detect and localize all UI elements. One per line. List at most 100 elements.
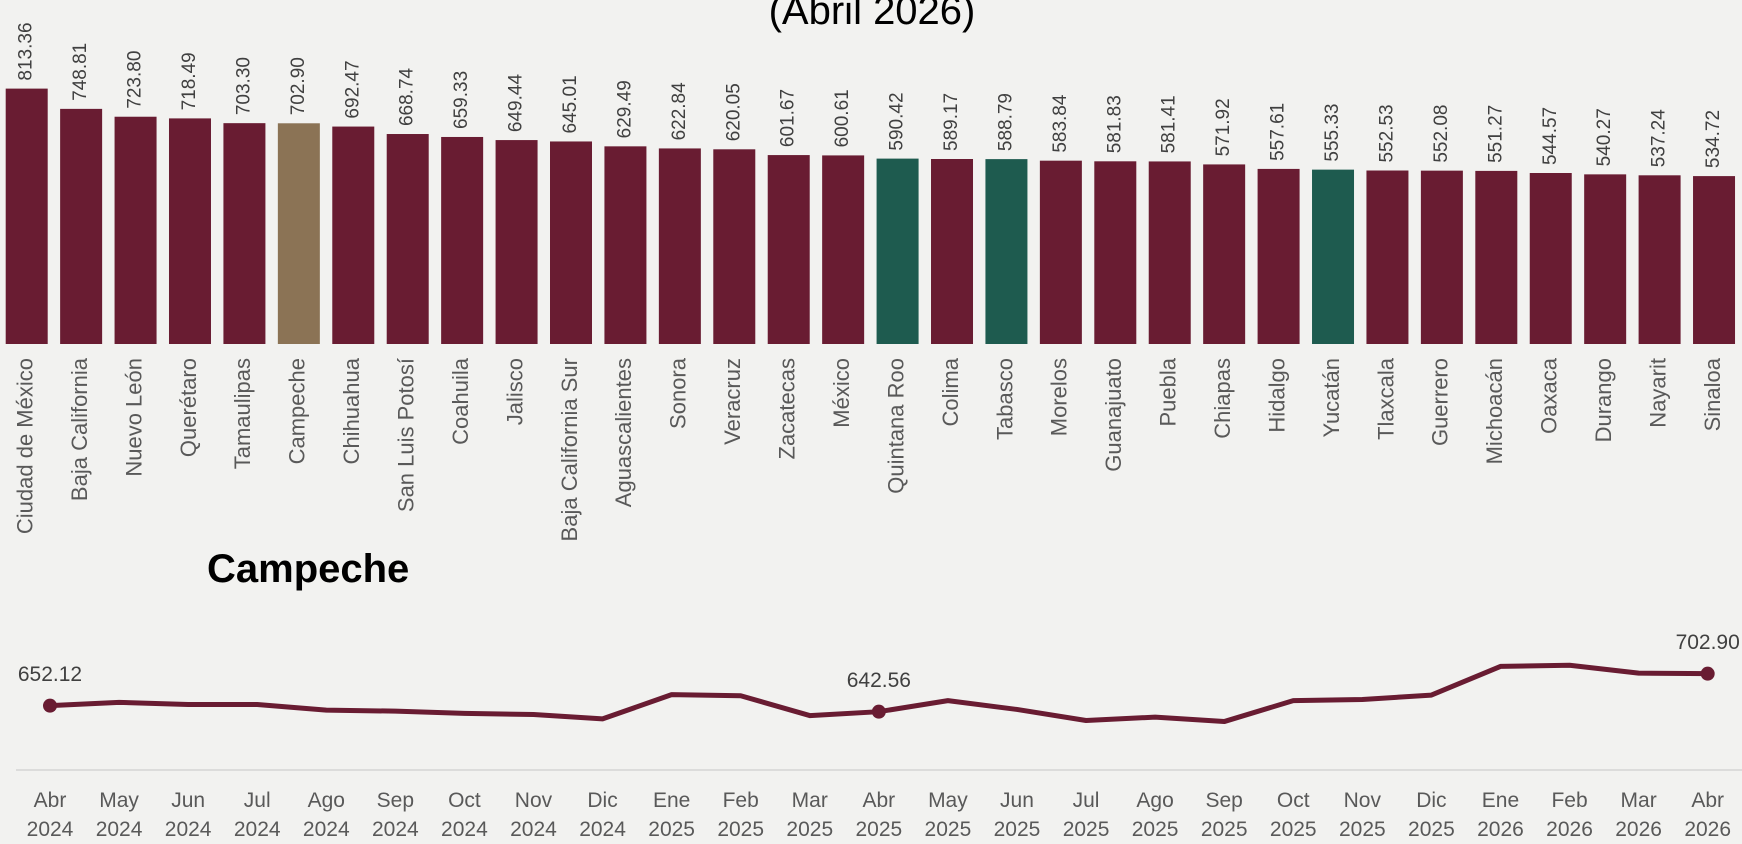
x-tick-label: Chihuahua	[339, 357, 364, 464]
bar	[767, 155, 810, 344]
x-tick-label: Nayarit	[1645, 358, 1670, 428]
bar-chart-title: (Abril 2026)	[769, 0, 976, 33]
x-tick-label: Dic 2024	[579, 789, 626, 841]
x-tick-label: Guanajuato	[1101, 358, 1126, 472]
value-label: 588.79	[995, 93, 1016, 151]
value-label: 629.49	[614, 80, 635, 138]
x-tick-label: Dic 2025	[1408, 789, 1455, 841]
x-tick-label: Zacatecas	[775, 358, 800, 460]
x-tick-label: Nov 2024	[510, 789, 557, 841]
value-label: 557.61	[1268, 103, 1289, 161]
bar	[550, 141, 592, 344]
x-tick-label: Jul 2025	[1062, 789, 1110, 841]
bar	[713, 149, 756, 344]
x-tick-label: Ene 2026	[1477, 789, 1524, 841]
value-label: 581.41	[1159, 95, 1180, 153]
value-label: 723.80	[125, 51, 146, 109]
bar	[822, 155, 865, 344]
value-label: 702.90	[1676, 631, 1740, 654]
bar	[277, 123, 320, 344]
point-marker	[1700, 666, 1715, 681]
bar	[332, 126, 375, 344]
x-tick-label: México	[829, 358, 854, 428]
x-tick-label: Abr 2026	[1684, 789, 1732, 841]
bar	[604, 146, 647, 344]
x-tick-label: Yucatán	[1319, 358, 1344, 438]
value-label: 813.36	[16, 22, 37, 80]
value-label: 540.27	[1594, 108, 1615, 166]
x-tick-label: May 2025	[924, 789, 972, 841]
x-tick-label: Tlaxcala	[1373, 357, 1398, 440]
value-label: 692.47	[342, 60, 363, 118]
x-tick-label: Durango	[1591, 358, 1616, 442]
x-tick-label: Puebla	[1156, 357, 1181, 426]
point-marker	[43, 698, 57, 713]
bar	[1148, 161, 1191, 344]
value-label: 552.53	[1376, 104, 1397, 162]
x-tick-label: Ciudad de México	[13, 358, 38, 534]
x-tick-label: Oct 2025	[1269, 789, 1317, 841]
value-label: 622.84	[669, 82, 690, 141]
x-tick-label: Tabasco	[992, 358, 1017, 440]
value-label: 534.72	[1703, 110, 1724, 168]
x-tick-label: San Luis Potosí	[394, 358, 419, 512]
x-tick-label: Sonora	[666, 357, 691, 429]
line-chart-title: Campeche	[207, 547, 409, 591]
x-tick-label: Jalisco	[502, 358, 527, 425]
value-label: 589.17	[941, 93, 962, 151]
value-label: 571.92	[1213, 98, 1234, 156]
value-label: 652.12	[18, 663, 82, 686]
x-tick-label: Abr 2025	[855, 789, 903, 841]
value-label: 649.44	[506, 74, 527, 133]
x-tick-label: Coahuila	[448, 357, 473, 445]
point-marker	[871, 704, 886, 719]
x-tick-label: Quintana Roo	[883, 358, 908, 494]
x-tick-label: Jun 2024	[164, 789, 212, 841]
bar	[1312, 169, 1355, 344]
x-tick-label: Ene 2025	[648, 789, 695, 841]
x-tick-label: Jun 2025	[993, 789, 1041, 841]
value-label: 620.05	[723, 83, 744, 141]
x-tick-label: Nov 2025	[1338, 789, 1386, 841]
bar	[876, 158, 919, 344]
x-tick-label: Oct 2024	[441, 789, 488, 841]
x-tick-label: Jul 2024	[233, 789, 281, 841]
bar	[441, 136, 484, 344]
bar	[1094, 161, 1137, 344]
x-tick-label: Michoacán	[1482, 358, 1507, 464]
value-label: 601.67	[778, 89, 799, 147]
x-tick-label: Colima	[938, 357, 963, 426]
bar	[1420, 170, 1463, 344]
value-label: 551.27	[1485, 105, 1506, 163]
x-tick-label: May 2024	[95, 789, 143, 841]
bar	[1529, 173, 1572, 344]
x-tick-label: Tamaulipas	[230, 358, 255, 469]
x-tick-label: Feb 2025	[717, 789, 765, 841]
bar	[1203, 164, 1246, 344]
x-tick-label: Campeche	[285, 358, 310, 464]
x-tick-label: Morelos	[1047, 358, 1072, 436]
x-tick-label: Sinaloa	[1700, 357, 1725, 431]
bar	[223, 123, 266, 344]
value-label: 537.24	[1649, 109, 1670, 168]
x-tick-label: Nuevo León	[121, 358, 146, 477]
value-label: 544.57	[1540, 107, 1561, 165]
bar	[168, 118, 211, 345]
bar	[495, 140, 538, 344]
x-tick-label: Sep 2024	[371, 789, 419, 841]
value-label: 600.61	[832, 89, 853, 147]
x-tick-label: Baja California Sur	[557, 358, 582, 541]
x-tick-label: Sep 2025	[1200, 789, 1248, 841]
x-tick-label: Oaxaca	[1537, 357, 1562, 434]
x-tick-label: Abr 2024	[26, 789, 74, 841]
x-tick-label: Aguascalientes	[611, 358, 636, 507]
x-tick-label: Ago 2024	[302, 789, 350, 841]
x-tick-label: Feb 2026	[1546, 789, 1593, 841]
value-label: 583.84	[1050, 94, 1071, 153]
x-tick-label: Hidalgo	[1264, 358, 1289, 433]
value-label: 581.83	[1104, 95, 1125, 153]
x-tick-label: Ago 2025	[1131, 789, 1179, 841]
bar	[1693, 176, 1736, 344]
